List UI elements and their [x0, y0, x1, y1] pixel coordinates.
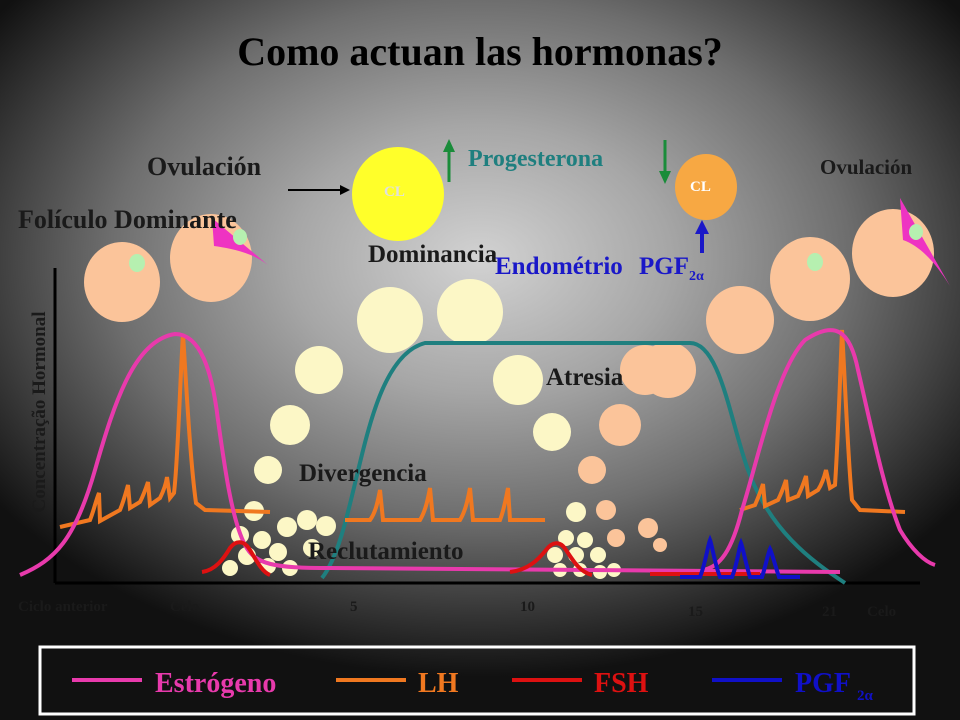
follicle: [640, 342, 696, 398]
follicle: [493, 355, 543, 405]
page-title: Como actuan las hormonas?: [237, 29, 723, 74]
corpus-luteum-large: [352, 147, 444, 241]
label-ovulacion-right: Ovulación: [820, 155, 913, 179]
legend-label-sub: 2α: [857, 688, 874, 704]
label-pgf-text: PGF: [639, 253, 690, 280]
label-progesterona: Progesterona: [468, 146, 604, 172]
follicle: [852, 209, 934, 297]
progesterona-down-arrow-head: [659, 171, 671, 184]
x-ticks: Ciclo anterior Celo 5 10 15 21 Celo: [18, 599, 896, 620]
follicles-layer: [84, 147, 950, 579]
follicle: [578, 456, 606, 484]
y-axis-label: Concentração Hormonal: [29, 311, 50, 512]
follicle: [295, 346, 343, 394]
label-divergencia: Divergencia: [299, 460, 427, 487]
follicle: [253, 531, 271, 549]
x-tick-label: 15: [688, 604, 703, 620]
label-pgf-sub: 2α: [689, 269, 704, 284]
follicle: [547, 547, 563, 563]
label-dominancia: Dominancia: [368, 241, 498, 268]
follicle: [596, 500, 616, 520]
fsh-curve: [201, 540, 271, 577]
follicle: [437, 279, 503, 345]
lh-curve: [59, 333, 271, 529]
legend-label: Estrógeno: [155, 668, 276, 699]
label-reclutamiento: Reclutamiento: [308, 538, 464, 565]
legend-box: [38, 645, 916, 716]
follicle: [303, 539, 321, 557]
label-cl-small: CL: [690, 179, 711, 195]
follicle: [653, 538, 667, 552]
ovulation-arrow-head: [340, 185, 350, 195]
follicle: [638, 518, 658, 538]
legend-label: FSH: [594, 668, 649, 699]
oocyte: [233, 229, 247, 245]
follicle: [599, 404, 641, 446]
estrogen-curve: [701, 328, 936, 572]
ovulation-wedge: [900, 198, 950, 286]
follicle: [84, 242, 160, 322]
oocyte: [129, 254, 145, 272]
x-tick-label: 5: [350, 599, 358, 615]
follicle: [577, 532, 593, 548]
label-ovulacion-left: Ovulación: [147, 152, 262, 181]
lh-curve: [345, 487, 545, 522]
label-atresia: Atresia: [546, 364, 624, 391]
pgf-curve: [680, 534, 800, 579]
follicle: [770, 237, 850, 321]
x-tick-label: 10: [520, 599, 535, 615]
oocyte: [807, 253, 823, 271]
label-foliculo-dominante: Folículo Dominante: [18, 205, 237, 234]
pgf-up-arrow-head: [695, 220, 709, 234]
follicle: [558, 530, 574, 546]
label-cl-large: CL: [384, 184, 405, 200]
follicle: [222, 560, 238, 576]
corpus-luteum-small: [675, 154, 737, 220]
follicle: [316, 516, 336, 536]
follicle: [277, 517, 297, 537]
x-tick-label: 21: [822, 604, 837, 620]
follicle: [533, 413, 571, 451]
x-tick-label: Ciclo anterior: [18, 599, 108, 615]
follicle: [607, 529, 625, 547]
legend: Estrógeno LH FSH PGF 2α: [72, 668, 874, 704]
x-tick-label: Celo: [867, 604, 896, 620]
follicle: [270, 405, 310, 445]
label-endometrio: Endométrio PGF2α: [495, 253, 704, 285]
follicle: [254, 456, 282, 484]
fsh-curve: [509, 541, 593, 577]
legend-label: PGF: [795, 668, 851, 699]
follicle: [566, 502, 586, 522]
follicle: [357, 287, 423, 353]
follicle: [269, 543, 287, 561]
progesterona-up-arrow-head: [443, 139, 455, 152]
oocyte: [909, 224, 923, 240]
lh-curve: [739, 329, 906, 514]
follicle: [297, 510, 317, 530]
follicle: [706, 286, 774, 354]
x-tick-label: Celo: [170, 599, 199, 615]
label-endometrio-text: Endométrio: [495, 253, 623, 280]
follicle: [590, 547, 606, 563]
progesterone-curve: [320, 341, 847, 585]
legend-label: LH: [418, 668, 459, 699]
